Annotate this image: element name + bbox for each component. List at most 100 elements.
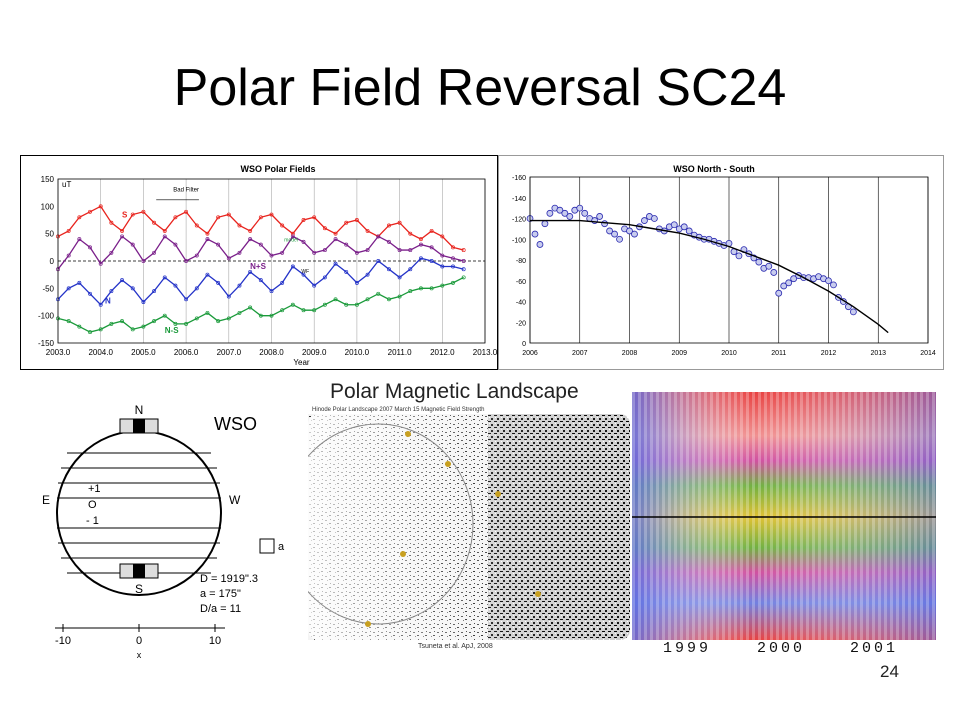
chart2-x-tick: 2012 — [821, 350, 837, 357]
chart1-point — [290, 302, 295, 307]
landscape-patches — [365, 431, 541, 627]
chart1-point — [66, 319, 71, 324]
chart1-point — [109, 250, 114, 255]
chart1-point — [429, 286, 434, 291]
chart2-y-tick: 0 — [522, 341, 526, 348]
chart2-point — [785, 279, 793, 287]
minus-one-label: - 1 — [86, 515, 99, 527]
chart1-point — [162, 234, 167, 239]
chart1-plot-area — [57, 178, 486, 344]
wso-polar-fields-chart: WSO Polar Fields 2003.0 2004.0 2005.0 2006.… — [20, 155, 498, 370]
chart1-point — [109, 321, 114, 326]
chart1-point — [322, 275, 327, 280]
chart1-x-tick: 2010.0 — [345, 348, 370, 357]
chart2-point — [641, 217, 648, 224]
chart1-point — [226, 212, 231, 217]
chart1-point — [354, 218, 359, 222]
chart1-point — [226, 256, 231, 261]
chart2-point — [755, 258, 763, 266]
chart1-point — [269, 212, 274, 217]
chart1-point — [173, 215, 178, 220]
chart1-ylabel: uT — [62, 180, 71, 189]
chart1-point — [376, 234, 381, 239]
chart1-point — [258, 242, 263, 247]
butterfly-year-2000: 2000 — [757, 640, 806, 657]
chart1-point — [386, 297, 391, 302]
chart1-y-tick: -100 — [38, 312, 55, 321]
chart1-point — [397, 294, 402, 299]
param-d: D = 1919".3 — [200, 573, 258, 585]
chart1-point — [386, 223, 391, 228]
chart2-x-tick: 2007 — [572, 350, 588, 357]
chart1-point — [451, 280, 455, 285]
chart1-point — [344, 242, 349, 247]
chart1-point — [461, 275, 466, 280]
chart1-point — [184, 259, 189, 263]
chart1-point — [397, 275, 402, 280]
chart1-point — [290, 231, 295, 236]
chart1-point — [301, 218, 306, 222]
chart1-point — [120, 319, 125, 324]
center-label: O — [88, 499, 97, 511]
chart1-y-tick: -50 — [42, 284, 54, 293]
chart1-point — [440, 253, 445, 258]
chart1-annotation: S — [122, 210, 128, 219]
chart1-point — [301, 308, 306, 313]
chart1-point — [205, 272, 210, 277]
chart2-y-tick: -40 — [516, 300, 526, 307]
chart1-point — [419, 256, 423, 261]
chart1-point — [365, 228, 370, 233]
chart1-point — [397, 248, 402, 253]
chart1-point — [98, 261, 103, 266]
chart1-point — [354, 280, 359, 285]
chart1-point — [98, 327, 103, 332]
chart1-point — [88, 330, 92, 335]
chart1-point — [205, 231, 210, 236]
chart2-point — [775, 289, 783, 297]
chart1-series-ns — [57, 235, 464, 270]
chart1-y-tick: -150 — [38, 339, 55, 348]
chart2-point — [561, 209, 569, 217]
chart1-point — [152, 289, 157, 294]
chart1-point — [88, 245, 92, 250]
butterfly-year-axis: 1999 2000 2001 — [660, 640, 940, 660]
chart1-point — [269, 253, 274, 258]
chart2-point — [650, 215, 658, 222]
chart1-point — [130, 242, 135, 247]
chart1-xlabel: Year — [293, 358, 310, 367]
chart2-point — [611, 230, 618, 238]
chart1-point — [333, 231, 338, 236]
chart1-point — [365, 297, 370, 302]
chart2-point — [531, 230, 539, 238]
chart1-point — [365, 248, 370, 253]
chart2-x-tick: 2014 — [920, 350, 936, 357]
chart2-point — [606, 227, 613, 235]
chart1-point — [440, 264, 445, 269]
chart1-point — [77, 324, 82, 329]
chart1-point — [419, 237, 423, 242]
chart1-point — [194, 253, 199, 258]
chart1-point — [408, 289, 413, 294]
chart1-point — [333, 297, 338, 302]
chart1-point — [130, 212, 135, 217]
chart1-x-tick: 2008.0 — [259, 348, 284, 357]
chart1-point — [141, 209, 146, 214]
chart2-title: WSO North - South — [673, 164, 754, 174]
chart2-point — [735, 252, 743, 260]
chart1-point — [419, 286, 423, 291]
wso-label: WSO — [214, 414, 257, 434]
chart1-point — [440, 234, 445, 239]
chart1-point — [130, 327, 135, 332]
chart2-point — [596, 213, 604, 220]
chart1-point — [98, 204, 103, 209]
chart1-point — [333, 261, 338, 266]
chart1-point — [141, 324, 146, 329]
chart1-point — [461, 248, 466, 253]
chart2-point — [680, 223, 688, 231]
chart1-x-tick: 2011.0 — [388, 348, 412, 357]
chart2-point — [536, 241, 544, 248]
chart1-x-tick: 2006.0 — [174, 348, 199, 357]
chart2-x-tick: 2010 — [721, 350, 737, 357]
chart1-annotation: N-S — [165, 326, 179, 335]
chart1-point — [88, 209, 92, 214]
